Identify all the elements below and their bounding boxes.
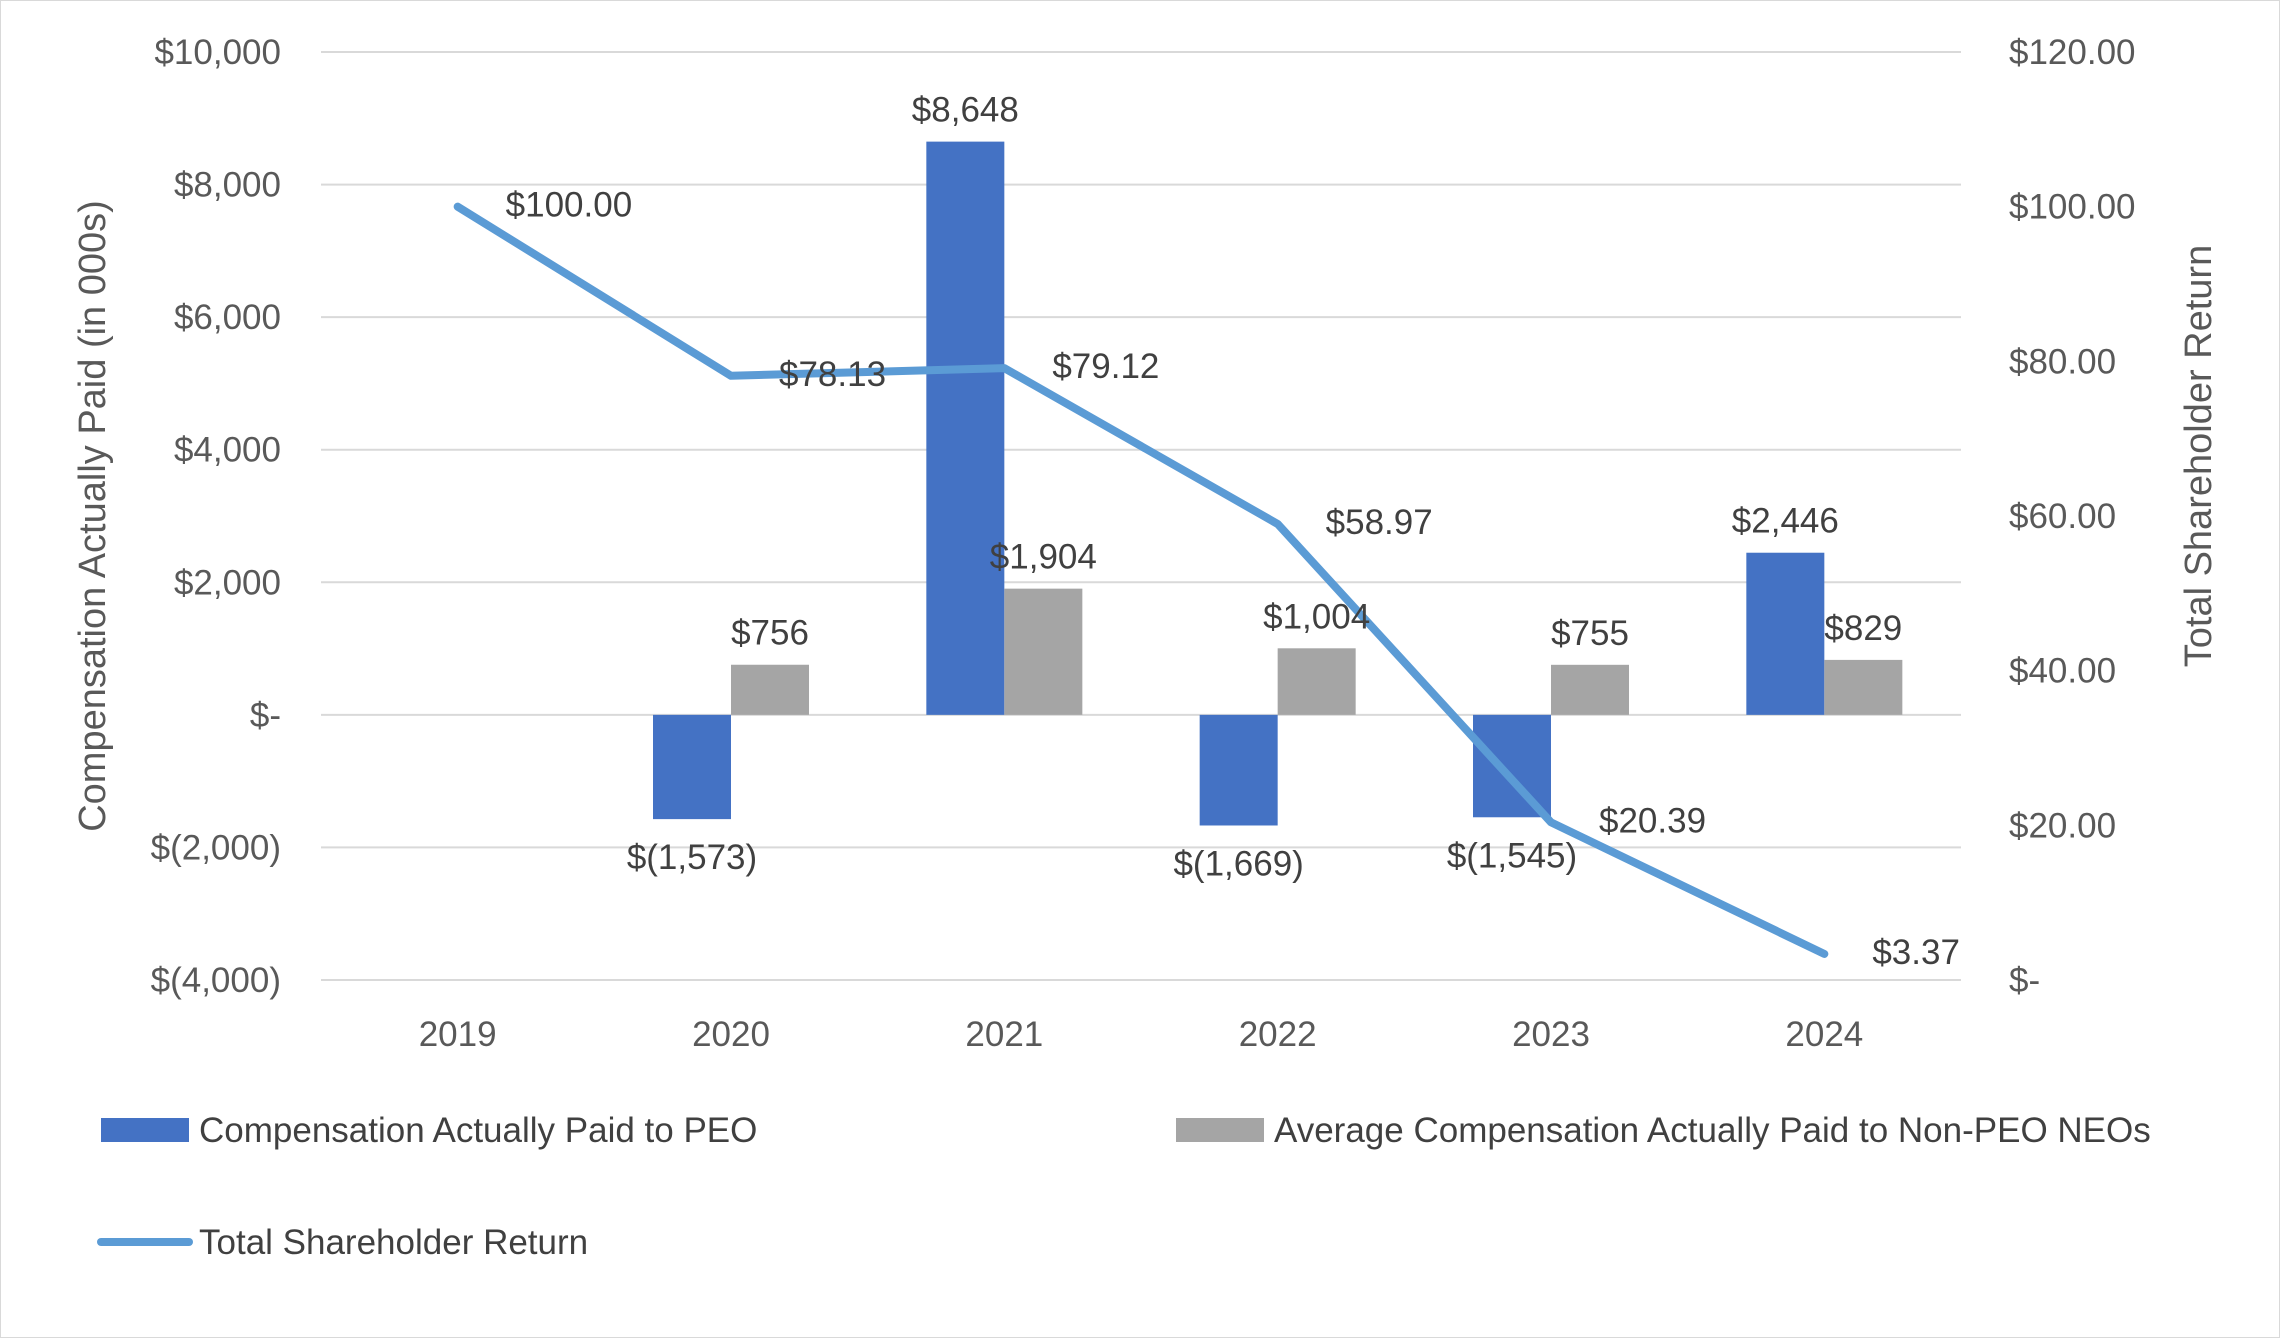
y2-tick-label: $40.00 [2009,652,2116,691]
neo-bar [1277,648,1356,715]
peo-data-label: $2,446 [1732,502,1839,541]
neo-data-label: $829 [1824,609,1902,648]
y2-tick-label: $- [2009,961,2040,1000]
tsr-data-label: $58.97 [1326,503,1433,542]
peo-data-label: $(1,545) [1447,836,1577,875]
peo-bar [653,714,731,820]
peo-data-label: $(1,669) [1173,844,1303,883]
tsr-data-label: $3.37 [1872,933,1960,972]
y-tick-label: $8,000 [174,166,281,205]
neo-data-label: $756 [731,614,809,653]
tsr-data-label: $20.39 [1599,801,1706,840]
tsr-line [453,202,1829,958]
legend: Compensation Actually Paid to PEO Average… [97,1111,2151,1262]
tsr-line-layer [453,202,1829,958]
y2-tick-label: $60.00 [2009,497,2116,536]
tsr-data-label: $78.13 [779,355,886,394]
y-tick-label: $- [250,696,281,735]
tsr-data-label: $79.12 [1052,347,1159,386]
bars [653,141,1903,826]
y2-tick-label: $80.00 [2009,342,2116,381]
peo-data-label: $8,648 [912,91,1019,130]
legend-peo-label: Compensation Actually Paid to PEO [199,1111,757,1150]
x-tick-label: 2020 [692,1015,770,1054]
neo-data-label: $755 [1551,614,1629,653]
y2-tick-label: $20.00 [2009,806,2116,845]
x-tick-label: 2024 [1785,1015,1863,1054]
y-tick-label: $2,000 [174,563,281,602]
legend-peo-swatch [101,1118,189,1142]
neo-data-label: $1,904 [990,538,1097,577]
y-axis-title: Compensation Actually Paid (in 000s) [72,200,114,832]
axes: $10,000 $8,000 $6,000 $4,000 $2,000 $- $(2,000… [72,33,2220,1054]
y-tick-label: $(2,000) [151,828,281,867]
neo-bar [731,664,809,715]
data-labels: $(1,573) $8,648 $(1,669) $(1,545) $2,446 $756… [506,91,1960,972]
neo-bar [1551,664,1629,715]
neo-data-label: $1,004 [1263,597,1370,636]
peo-bar [1473,714,1551,818]
peo-bar [1746,552,1825,715]
y2-tick-label: $120.00 [2009,33,2136,72]
peo-bar [926,141,1005,715]
gridlines [321,51,1961,981]
peo-data-label: $(1,573) [627,838,757,877]
y2-axis-title: Total Shareholder Return [2178,245,2220,667]
peo-bar [1199,714,1278,826]
x-tick-label: 2022 [1239,1015,1317,1054]
y-tick-label: $(4,000) [151,961,281,1000]
neo-bar [1824,659,1903,715]
x-tick-label: 2019 [419,1015,497,1054]
legend-neo-swatch [1176,1118,1264,1142]
tsr-data-label: $100.00 [506,186,633,225]
neo-bar [1004,588,1083,715]
y-tick-label: $4,000 [174,431,281,470]
legend-neo-label: Average Compensation Actually Paid to No… [1274,1111,2151,1150]
y-tick-label: $6,000 [174,298,281,337]
y2-tick-label: $100.00 [2009,188,2136,227]
legend-tsr-label: Total Shareholder Return [199,1223,588,1262]
x-tick-label: 2021 [965,1015,1043,1054]
y-tick-label: $10,000 [154,33,281,72]
x-tick-label: 2023 [1512,1015,1590,1054]
